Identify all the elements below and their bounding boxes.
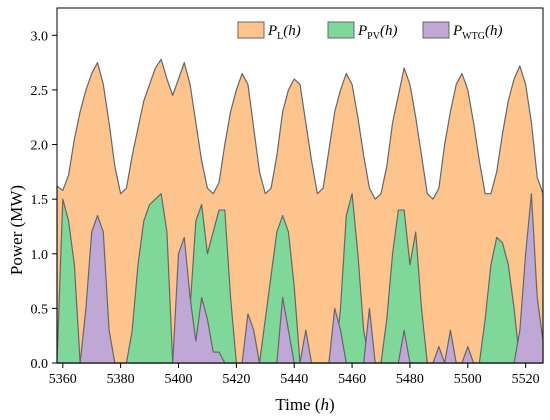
x-tick-label: 5360 — [49, 372, 77, 387]
legend-label-pv: PPV(h) — [357, 23, 397, 42]
x-tick-label: 5420 — [222, 372, 250, 387]
x-tick-label: 5440 — [280, 372, 308, 387]
legend-label-wtg: PWTG(h) — [452, 23, 502, 42]
y-tick-label: 1.0 — [31, 248, 49, 263]
x-tick-label: 5500 — [454, 372, 482, 387]
legend-swatch-wtg — [422, 21, 450, 39]
series-area-l — [56, 58, 544, 364]
x-tick-label: 5400 — [165, 372, 193, 387]
y-tick-label: 2.5 — [31, 84, 49, 99]
y-axis-title: Power (MW) — [7, 185, 26, 275]
legend-label-l: PL(h) — [267, 23, 301, 42]
x-axis-title-text: Time ( — [275, 395, 321, 414]
x-axis-title: Time (h) — [275, 395, 334, 414]
legend-swatch-pv — [327, 21, 355, 39]
x-axis-title-close: ) — [329, 395, 335, 414]
axes: 5360 5380 5400 5420 5440 5460 5480 5500 5520 0.0 0… — [31, 7, 544, 387]
y-tick-label: 3.0 — [31, 29, 49, 44]
legend: PL(h) PPV(h) PWTG(h) — [237, 21, 502, 42]
x-tick-label: 5520 — [512, 372, 540, 387]
plot-frame — [56, 7, 544, 364]
y-tick-label: 0.5 — [31, 302, 49, 317]
y-tick-label: 0.0 — [31, 357, 49, 372]
plot-areas — [56, 58, 544, 364]
x-tick-label: 5380 — [107, 372, 135, 387]
y-tick-label: 2.0 — [31, 139, 49, 154]
legend-swatch-l — [237, 21, 265, 39]
y-tick-label: 1.5 — [31, 193, 49, 208]
x-tick-label: 5480 — [396, 372, 424, 387]
x-axis-title-variable: h — [321, 395, 330, 414]
x-tick-label: 5460 — [338, 372, 366, 387]
